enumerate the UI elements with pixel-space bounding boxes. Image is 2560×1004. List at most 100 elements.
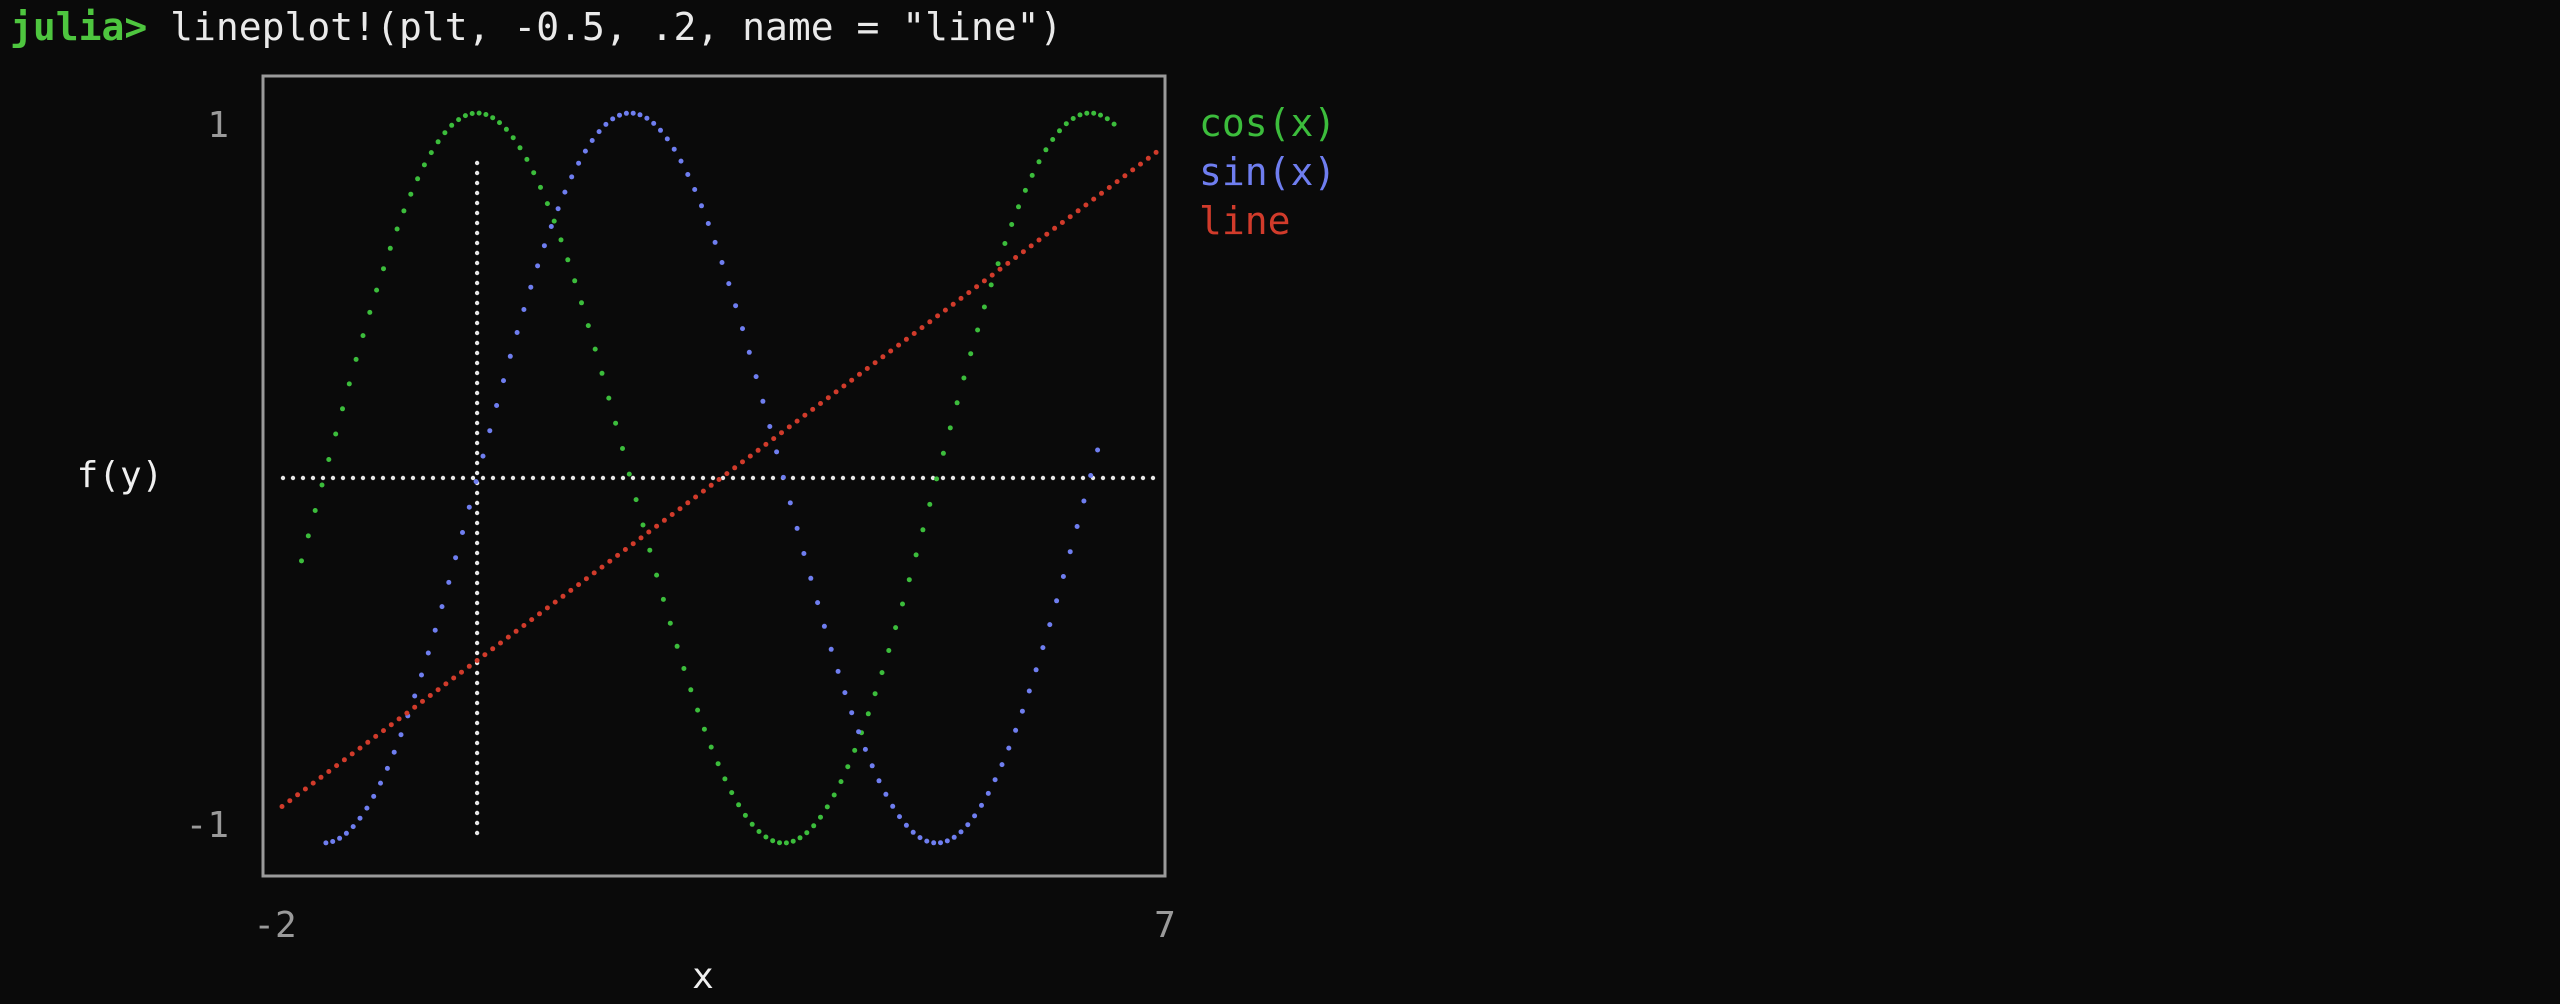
series-point — [958, 829, 964, 835]
series-point — [404, 710, 410, 716]
series-point — [771, 436, 777, 442]
series-point — [560, 593, 566, 599]
reference-dot — [474, 200, 480, 206]
reference-dot — [900, 475, 906, 481]
series-point — [654, 523, 660, 529]
series-point — [391, 749, 397, 755]
series-point — [818, 814, 823, 820]
series-point — [931, 840, 937, 846]
reference-dot — [1110, 475, 1116, 481]
series-point — [681, 666, 687, 671]
reference-dot — [1060, 475, 1066, 481]
series-point — [715, 761, 721, 767]
series-point — [579, 300, 584, 306]
series-point — [896, 342, 902, 348]
series-point — [999, 762, 1005, 768]
series-point — [582, 148, 588, 154]
series-point — [1081, 498, 1087, 504]
reference-dot — [970, 475, 976, 481]
series-point — [747, 453, 753, 459]
series-point — [396, 716, 402, 722]
reference-dot — [910, 475, 916, 481]
series-point — [780, 474, 786, 480]
series-point — [1036, 159, 1042, 165]
series-point — [623, 110, 629, 116]
reference-dot — [810, 475, 816, 481]
reference-dot — [474, 570, 480, 576]
series-cos-x — [299, 110, 1117, 846]
series-point — [551, 218, 557, 224]
series-point — [378, 780, 383, 786]
series-point — [333, 431, 339, 437]
series-point — [412, 704, 418, 710]
series-point — [897, 814, 902, 820]
series-point — [911, 331, 917, 336]
reference-dot — [474, 590, 480, 596]
repl-input-line[interactable]: julia> lineplot!(plt, -0.5, .2, name = "… — [10, 2, 1062, 52]
series-point — [1084, 110, 1090, 116]
series-point — [1002, 241, 1008, 246]
series-point — [451, 675, 457, 681]
series-point — [699, 203, 704, 209]
series-point — [685, 500, 691, 506]
series-point — [790, 838, 796, 844]
series-point — [888, 348, 894, 354]
series-point — [1077, 112, 1083, 118]
reference-dot — [840, 475, 846, 481]
reference-dot — [474, 630, 480, 636]
reference-dot — [1020, 475, 1026, 481]
reference-dot — [474, 470, 480, 476]
series-point — [838, 779, 844, 785]
series-point — [364, 805, 370, 811]
series-point — [833, 389, 839, 395]
series-point — [763, 441, 769, 447]
reference-dot — [520, 475, 526, 481]
reference-dot — [474, 560, 480, 566]
series-point — [989, 272, 995, 278]
reference-dot — [820, 475, 826, 481]
reference-dot — [474, 580, 480, 586]
reference-dot — [590, 475, 596, 481]
y-tick-max: 1 — [207, 105, 229, 146]
reference-dot — [750, 475, 756, 481]
series-point — [961, 375, 967, 381]
series-point — [565, 257, 571, 263]
reference-dot — [1120, 475, 1126, 481]
series-point — [583, 576, 589, 582]
series-point — [1005, 260, 1011, 266]
series-point — [1019, 708, 1025, 714]
series-point — [412, 693, 418, 699]
series-point — [318, 774, 324, 780]
series-point — [596, 129, 602, 135]
reference-dot — [474, 820, 480, 826]
reference-dot — [400, 475, 406, 481]
series-point — [903, 336, 909, 342]
series-point — [1020, 249, 1026, 255]
reference-dot — [730, 475, 736, 481]
series-point — [1130, 167, 1136, 173]
series-point — [615, 552, 621, 558]
reference-dot — [474, 170, 480, 176]
series-point — [562, 189, 568, 195]
series-point — [1013, 255, 1019, 260]
series-point — [669, 512, 675, 517]
series-point — [917, 835, 923, 841]
series-point — [568, 587, 574, 593]
series-point — [620, 446, 625, 451]
series-point — [394, 226, 400, 232]
reference-dot — [474, 720, 480, 726]
series-point — [767, 424, 773, 429]
series-point — [613, 420, 619, 426]
series-point — [938, 840, 943, 846]
series-point — [688, 687, 694, 693]
series-point — [1104, 116, 1110, 122]
series-point — [326, 457, 332, 462]
series-point — [644, 115, 650, 121]
series-point — [365, 739, 371, 745]
series-point — [742, 812, 748, 818]
series-point — [1098, 112, 1103, 118]
y-axis-label: f(y) — [77, 455, 164, 496]
reference-dot — [474, 800, 480, 806]
series-point — [924, 838, 930, 844]
